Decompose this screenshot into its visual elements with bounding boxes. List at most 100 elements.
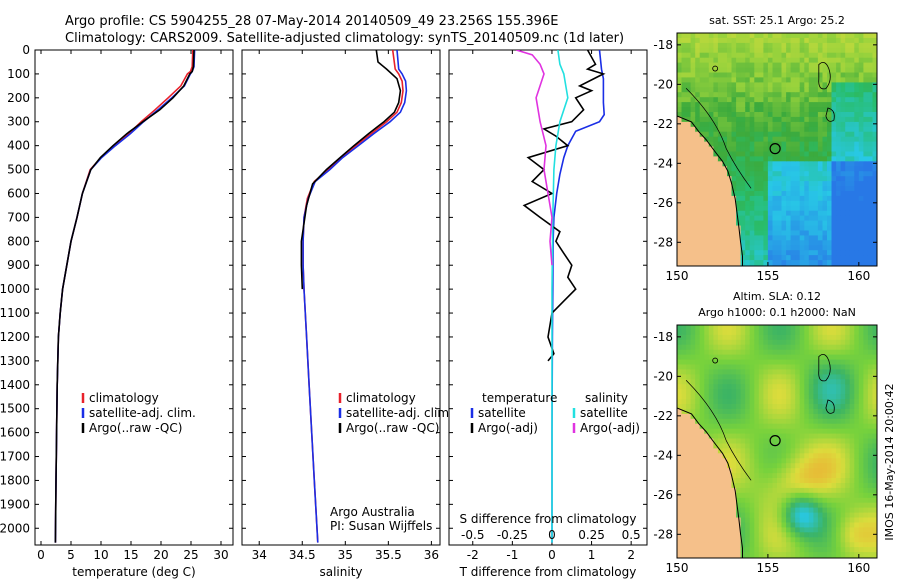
sla-cell <box>749 487 755 494</box>
sst-cell <box>872 250 877 256</box>
sla-cell <box>727 339 733 346</box>
sst-cell <box>799 161 805 167</box>
sst-cell <box>858 181 864 187</box>
sla-cell <box>767 423 774 430</box>
sst-cell <box>867 210 874 217</box>
sla-cell <box>722 408 728 415</box>
sst-cell <box>817 77 824 83</box>
sla-cell <box>745 527 751 533</box>
sla-cell <box>822 364 828 371</box>
sla-cell <box>786 463 792 469</box>
sst-cell <box>727 171 733 177</box>
sst-cell <box>799 121 805 128</box>
sst-cell <box>777 121 783 128</box>
sla-cell <box>863 384 869 390</box>
sla-cell <box>840 517 846 524</box>
sst-cell <box>731 250 737 256</box>
sla-cell <box>695 487 701 494</box>
sla-cell <box>808 438 814 445</box>
sla-cell <box>831 339 837 346</box>
sst-cell <box>763 57 769 64</box>
sst-cell <box>777 116 783 123</box>
sla-cell <box>827 478 833 484</box>
sla-cell <box>808 389 814 395</box>
sst-cell <box>786 121 792 128</box>
sla-cell <box>686 537 692 543</box>
sla-cell <box>858 389 864 395</box>
sst-cell <box>722 195 728 202</box>
depth-tick-label: 100 <box>7 67 30 81</box>
sla-cell <box>727 433 733 440</box>
sla-cell <box>695 492 701 499</box>
sst-cell <box>790 33 796 39</box>
sla-cell <box>799 329 805 336</box>
sla-xtick-label: 160 <box>847 561 870 575</box>
sla-cell <box>722 379 728 385</box>
sst-cell <box>727 240 733 246</box>
sst-cell <box>745 151 751 158</box>
sst-cell <box>681 156 687 162</box>
sst-cell <box>777 52 783 59</box>
sst-cell <box>822 131 828 138</box>
sst-cell <box>872 156 877 162</box>
sla-cell <box>763 552 769 558</box>
sla-cell <box>717 463 724 469</box>
sla-cell <box>863 428 869 435</box>
sst-cell <box>808 107 814 113</box>
sst-cell <box>840 77 846 83</box>
sla-cell <box>831 379 837 385</box>
temp-diff-legend-label: satellite <box>478 406 526 420</box>
sst-cell <box>872 220 877 227</box>
sla-cell <box>677 413 683 420</box>
sst-cell <box>745 126 751 133</box>
sst-cell <box>777 77 783 83</box>
sst-cell <box>804 220 810 227</box>
sla-cell <box>754 463 760 469</box>
sst-cell <box>795 42 801 49</box>
sst-cell <box>772 97 778 103</box>
sst-cell <box>763 220 769 227</box>
sst-cell <box>858 205 864 212</box>
sla-cell <box>699 497 705 504</box>
sst-cell <box>836 92 842 98</box>
sla-cell <box>813 527 819 533</box>
sst-cell <box>758 87 764 93</box>
sst-cell <box>736 112 742 118</box>
sst-cell <box>799 141 805 148</box>
sst-cell <box>722 72 728 79</box>
sla-cell <box>808 453 814 459</box>
sla-cell <box>767 394 774 400</box>
sla-cell <box>704 325 710 331</box>
sla-cell <box>781 512 787 519</box>
sla-cell <box>690 379 696 385</box>
sla-cell <box>804 379 810 385</box>
sst-cell <box>758 77 764 83</box>
sst-cell <box>772 67 778 74</box>
sla-cell <box>740 512 746 519</box>
sla-cell <box>681 329 687 336</box>
sst-cell <box>745 121 751 128</box>
sla-cell <box>777 399 783 405</box>
sla-cell <box>786 428 792 435</box>
sst-cell <box>677 195 683 202</box>
sst-cell <box>740 200 746 207</box>
sst-cell <box>845 131 851 138</box>
sst-cell <box>736 195 742 202</box>
sla-cell <box>745 379 751 385</box>
sla-cell <box>731 418 737 425</box>
sst-cell <box>731 210 737 217</box>
sla-cell <box>690 325 696 331</box>
sst-cell <box>686 161 692 167</box>
sla-cell <box>817 399 824 405</box>
sla-cell <box>777 492 783 499</box>
sla-cell <box>822 542 828 548</box>
sst-cell <box>713 136 719 143</box>
sla-cell <box>817 379 824 385</box>
sst-cell <box>758 210 764 217</box>
sla-cell <box>858 522 864 529</box>
annotation-pi: PI: Susan Wijffels <box>330 519 432 533</box>
series-line-argo-raw-qc- <box>54 50 195 543</box>
sla-cell <box>763 339 769 346</box>
sla-cell <box>822 404 828 410</box>
sst-cell <box>804 250 810 256</box>
